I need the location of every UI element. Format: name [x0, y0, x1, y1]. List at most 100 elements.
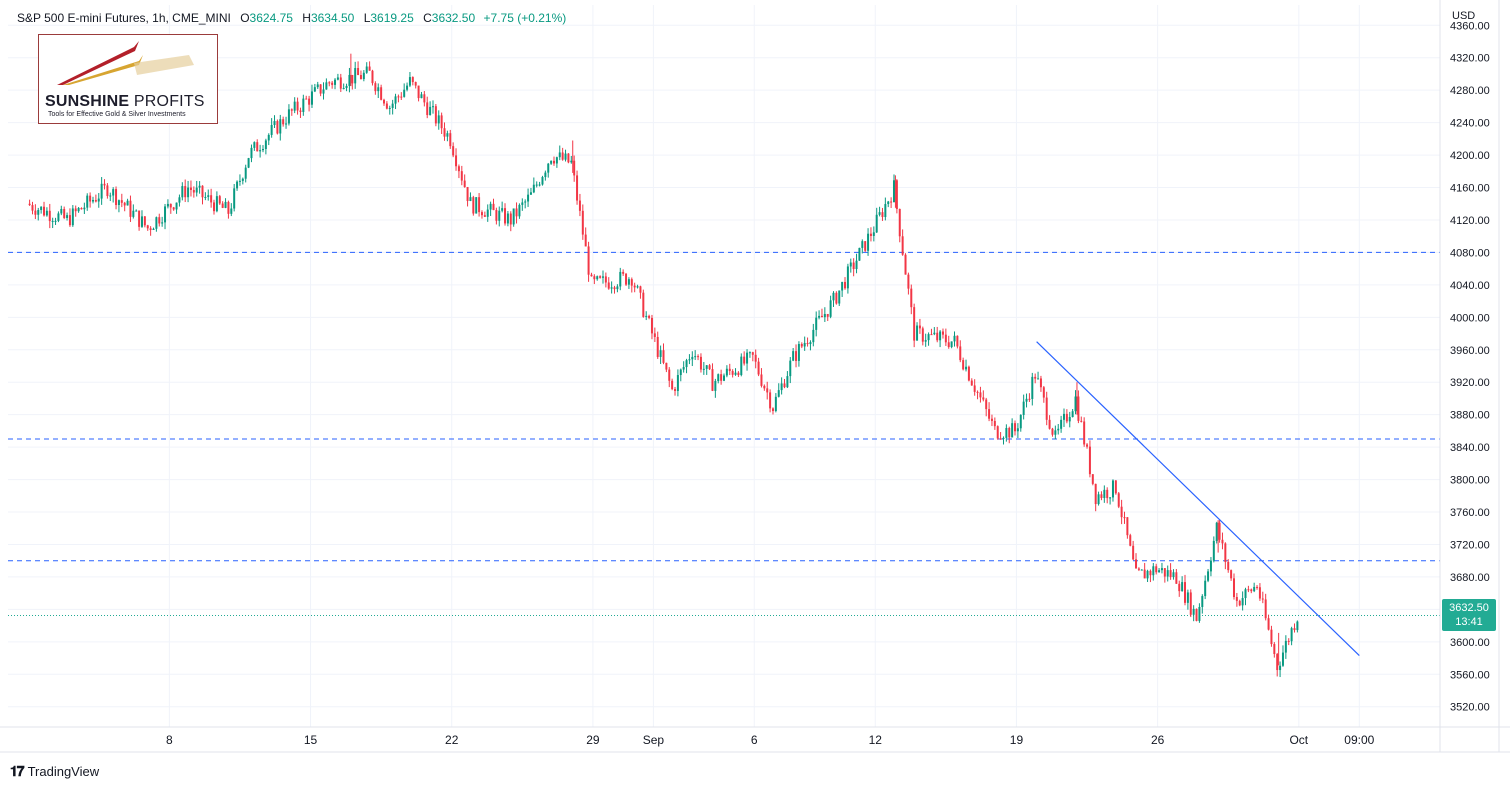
candle-body — [1094, 483, 1097, 505]
candle-body — [720, 374, 723, 381]
candle-body — [1106, 489, 1109, 499]
candle-body — [921, 328, 924, 342]
candle-body — [429, 106, 432, 116]
candle-body — [1204, 580, 1207, 597]
axes: 3520.003560.003600.003640.003680.003720.… — [0, 0, 1510, 753]
y-tick-label: 3680.00 — [1450, 572, 1490, 584]
candle-body — [478, 197, 481, 213]
candle-body — [123, 202, 126, 206]
candle-body — [253, 142, 256, 148]
candle-body — [777, 390, 780, 397]
candle-body — [604, 276, 607, 283]
candle-body — [201, 185, 204, 198]
candle-body — [705, 365, 708, 369]
descending-trendline[interactable] — [1036, 341, 1360, 657]
y-tick-label: 4320.00 — [1450, 53, 1490, 65]
candle-body — [1267, 618, 1270, 630]
candle-body — [1071, 411, 1074, 418]
candle-body — [37, 209, 40, 215]
candle-body — [466, 187, 469, 202]
candle-body — [697, 356, 700, 358]
candle-body — [261, 148, 264, 151]
candle-body — [1080, 420, 1083, 422]
candle-body — [841, 281, 844, 291]
candle-body — [973, 385, 976, 392]
candle-body — [1279, 665, 1282, 671]
candle-body — [1163, 568, 1166, 577]
candle-body — [1247, 589, 1250, 591]
candle-body — [1109, 497, 1112, 499]
candle-body — [1065, 413, 1068, 422]
candle-body — [146, 225, 149, 229]
candle-body — [904, 254, 907, 275]
candle-body — [910, 288, 913, 308]
candle-body — [763, 385, 766, 389]
candle-body — [48, 210, 51, 222]
candle-body — [691, 356, 694, 360]
symbol-title[interactable]: S&P 500 E-mini Futures, 1h, CME_MINI — [17, 11, 231, 25]
candle-body — [400, 96, 403, 98]
tradingview-footer[interactable]: 𝟏𝟕 TradingView — [10, 763, 99, 780]
candle-body — [734, 372, 737, 375]
candle-body — [1146, 570, 1149, 579]
candle-body — [1169, 570, 1172, 578]
candle-body — [584, 234, 587, 247]
candle-body — [498, 210, 501, 221]
y-tick-label: 3720.00 — [1450, 539, 1490, 551]
candle-body — [221, 203, 224, 208]
candle-body — [610, 287, 613, 289]
candle-body — [564, 153, 567, 160]
last-price-tag: 3632.50 13:41 — [1442, 599, 1496, 631]
candle-body — [120, 200, 123, 203]
candle-body — [875, 214, 878, 233]
candle-body — [812, 329, 815, 343]
candle-body — [725, 368, 728, 376]
candle-body — [1230, 570, 1233, 579]
candle-body — [385, 103, 388, 109]
candle-body — [818, 315, 821, 318]
candle-body — [616, 286, 619, 290]
candle-body — [648, 315, 651, 318]
candle-body — [711, 369, 714, 391]
candle-body — [1048, 419, 1051, 429]
candle-body — [172, 207, 175, 210]
close-value: 3632.50 — [431, 11, 476, 25]
horizontal-levels[interactable] — [8, 251, 1440, 616]
candle-body — [480, 212, 483, 216]
candle-body — [63, 208, 66, 218]
candle-body — [1019, 414, 1022, 429]
candle-body — [1160, 568, 1163, 571]
candle-body — [939, 331, 942, 341]
candle-body — [544, 172, 547, 178]
candle-body — [279, 119, 282, 134]
candle-body — [979, 392, 982, 398]
candle-body — [887, 201, 890, 205]
candle-body — [440, 115, 443, 129]
candle-body — [789, 360, 792, 377]
candle-body — [1140, 569, 1143, 571]
candle-body — [728, 368, 731, 372]
candle-body — [1261, 598, 1264, 600]
candle-body — [132, 210, 135, 217]
trendline[interactable] — [1036, 341, 1360, 657]
candle-body — [175, 202, 178, 210]
candle-body — [1129, 535, 1132, 546]
x-tick-label: 29 — [586, 733, 600, 747]
candle-body — [1034, 376, 1037, 379]
candle-body — [895, 180, 898, 210]
logo-graphic-icon — [57, 41, 194, 85]
candle-body — [581, 210, 584, 235]
candle-body — [740, 356, 743, 376]
candle-body — [832, 292, 835, 301]
candle-body — [1117, 493, 1120, 507]
bar-countdown: 13:41 — [1455, 616, 1483, 628]
candle-body — [927, 334, 930, 341]
candle-body — [633, 285, 636, 288]
candle-body — [803, 342, 806, 347]
candle-body — [558, 152, 561, 158]
candle-body — [192, 190, 195, 193]
candle-body — [126, 200, 129, 206]
candle-body — [576, 175, 579, 201]
candle-body — [51, 220, 54, 222]
